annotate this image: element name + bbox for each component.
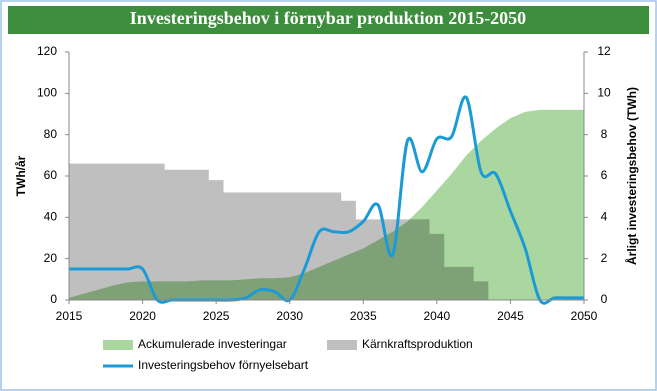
x-tick-label: 2040	[424, 309, 451, 323]
legend-label: Kärnkraftsproduktion	[362, 337, 473, 351]
y-tick-label: 20	[44, 251, 58, 265]
y-tick-label: 100	[37, 86, 57, 100]
y-tick-label: 60	[44, 168, 58, 182]
y2-axis-label: Årligt investeringsbehov (TWh)	[624, 87, 639, 265]
chart-title: Investeringsbehov i förnybar produktion …	[130, 8, 526, 28]
y2-tick-label: 4	[601, 210, 608, 224]
x-tick-label: 2050	[571, 309, 598, 323]
area	[69, 109, 584, 300]
x-tick-label: 2015	[56, 309, 83, 323]
y-tick-label: 40	[44, 210, 58, 224]
y2-tick-label: 0	[601, 292, 608, 306]
y-axis-label: TWh/år	[14, 155, 28, 196]
x-tick-label: 2030	[276, 309, 303, 323]
y2-tick-label: 12	[597, 44, 611, 58]
y2-tick-label: 8	[601, 127, 608, 141]
x-tick-label: 2025	[203, 309, 230, 323]
title-bar	[8, 6, 649, 34]
x-tick-label: 2035	[350, 309, 377, 323]
legend-label: Investeringsbehov förnyelsebart	[138, 358, 309, 372]
y-tick-label: 120	[37, 44, 57, 58]
y-tick-label: 0	[50, 292, 57, 306]
y2-tick-label: 10	[597, 86, 611, 100]
x-tick-label: 2020	[129, 309, 156, 323]
legend-swatch	[327, 340, 357, 350]
y2-tick-label: 6	[601, 168, 608, 182]
y-tick-label: 80	[44, 127, 58, 141]
y2-tick-label: 2	[601, 251, 608, 265]
legend-label: Ackumulerade investeringar	[138, 337, 287, 351]
legend-swatch	[103, 340, 133, 350]
x-tick-label: 2045	[497, 309, 524, 323]
